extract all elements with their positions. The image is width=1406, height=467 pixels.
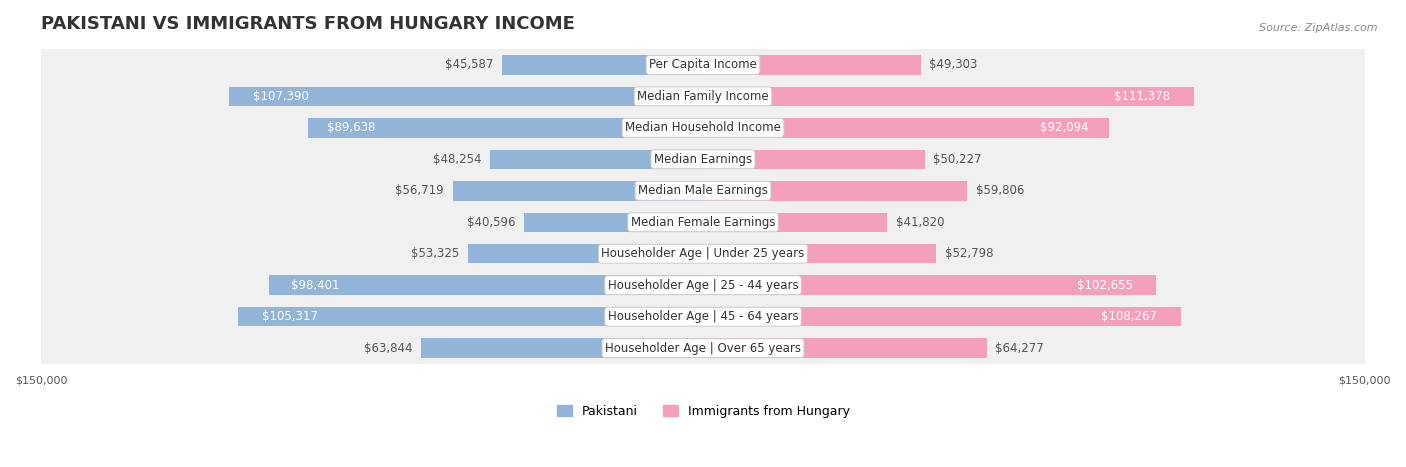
Text: $50,227: $50,227 (934, 153, 981, 166)
Text: Median Female Earnings: Median Female Earnings (631, 216, 775, 229)
Text: Median Earnings: Median Earnings (654, 153, 752, 166)
Bar (239, 307, 703, 326)
Text: $41,820: $41,820 (896, 216, 945, 229)
Text: $64,277: $64,277 (995, 342, 1045, 354)
Text: $49,303: $49,303 (929, 58, 977, 71)
Text: $40,596: $40,596 (467, 216, 515, 229)
Text: $111,378: $111,378 (1114, 90, 1170, 103)
Bar (491, 149, 703, 169)
Text: $107,390: $107,390 (253, 90, 309, 103)
Bar (41, 49, 1365, 81)
Bar (308, 118, 703, 138)
Text: Median Household Income: Median Household Income (626, 121, 780, 134)
Bar (41, 269, 1365, 301)
Text: Householder Age | Over 65 years: Householder Age | Over 65 years (605, 342, 801, 354)
Text: $89,638: $89,638 (328, 121, 375, 134)
Text: $53,325: $53,325 (411, 247, 458, 260)
Bar (468, 244, 703, 263)
Bar (41, 81, 1365, 112)
Bar (703, 55, 921, 75)
Bar (524, 212, 703, 232)
Text: Householder Age | 25 - 44 years: Householder Age | 25 - 44 years (607, 279, 799, 292)
Text: $98,401: $98,401 (291, 279, 339, 292)
Text: $92,094: $92,094 (1040, 121, 1090, 134)
Text: $59,806: $59,806 (976, 184, 1024, 197)
Text: Per Capita Income: Per Capita Income (650, 58, 756, 71)
Bar (703, 181, 967, 200)
Text: $56,719: $56,719 (395, 184, 444, 197)
Text: $102,655: $102,655 (1077, 279, 1133, 292)
Bar (703, 244, 936, 263)
Bar (703, 118, 1109, 138)
Text: Householder Age | 45 - 64 years: Householder Age | 45 - 64 years (607, 310, 799, 323)
Bar (703, 339, 987, 358)
Bar (453, 181, 703, 200)
Text: $105,317: $105,317 (262, 310, 318, 323)
Text: $48,254: $48,254 (433, 153, 481, 166)
Text: $108,267: $108,267 (1101, 310, 1157, 323)
Text: $52,798: $52,798 (945, 247, 993, 260)
Bar (41, 175, 1365, 206)
Text: $63,844: $63,844 (364, 342, 412, 354)
Text: $45,587: $45,587 (444, 58, 494, 71)
Text: PAKISTANI VS IMMIGRANTS FROM HUNGARY INCOME: PAKISTANI VS IMMIGRANTS FROM HUNGARY INC… (41, 15, 575, 33)
Bar (41, 333, 1365, 364)
Bar (422, 339, 703, 358)
Bar (41, 143, 1365, 175)
Bar (703, 149, 925, 169)
Bar (703, 212, 887, 232)
Text: Householder Age | Under 25 years: Householder Age | Under 25 years (602, 247, 804, 260)
Bar (703, 276, 1156, 295)
Bar (703, 307, 1181, 326)
Bar (502, 55, 703, 75)
Bar (41, 238, 1365, 269)
Bar (269, 276, 703, 295)
Text: Median Male Earnings: Median Male Earnings (638, 184, 768, 197)
Text: Source: ZipAtlas.com: Source: ZipAtlas.com (1260, 23, 1378, 33)
Bar (41, 301, 1365, 333)
Bar (41, 112, 1365, 143)
Bar (703, 87, 1194, 106)
Text: Median Family Income: Median Family Income (637, 90, 769, 103)
Bar (41, 206, 1365, 238)
Bar (229, 87, 703, 106)
Legend: Pakistani, Immigrants from Hungary: Pakistani, Immigrants from Hungary (551, 400, 855, 423)
